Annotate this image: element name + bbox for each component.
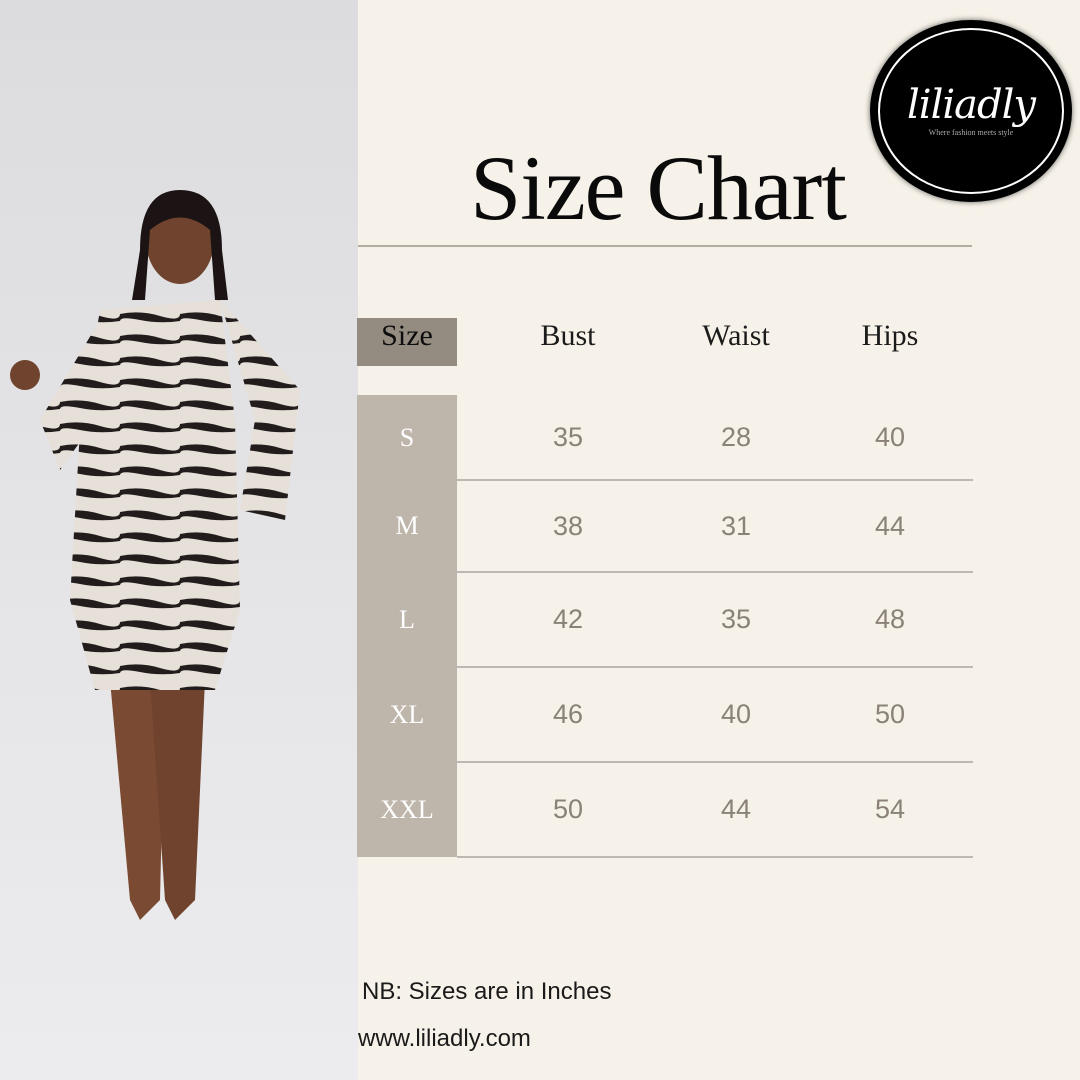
hips-value: 48 bbox=[874, 604, 906, 634]
title-divider bbox=[358, 245, 972, 247]
table-row: M 38 31 44 bbox=[357, 480, 973, 573]
measurement-note: NB: Sizes are in Inches bbox=[362, 978, 612, 1005]
waist-value: 44 bbox=[720, 794, 752, 824]
brand-logo: liliadly Where fashion meets style bbox=[870, 20, 1072, 202]
size-label: L bbox=[357, 572, 457, 667]
page-title: Size Chart bbox=[470, 137, 847, 239]
bust-value: 38 bbox=[552, 510, 584, 541]
table-row: S 35 28 40 bbox=[357, 395, 973, 481]
hips-value: 50 bbox=[874, 699, 906, 729]
hips-value: 54 bbox=[874, 794, 906, 824]
header-size: Size bbox=[357, 318, 457, 366]
header-waist: Waist bbox=[702, 319, 770, 352]
waist-value: 40 bbox=[720, 699, 752, 729]
bust-value: 35 bbox=[552, 422, 584, 452]
model-photo bbox=[0, 0, 358, 1080]
logo-tagline: Where fashion meets style bbox=[928, 128, 1014, 137]
hips-value: 44 bbox=[874, 510, 906, 541]
header-bust: Bust bbox=[540, 319, 596, 352]
logo-text: liliadly bbox=[906, 82, 1036, 128]
waist-value: 28 bbox=[720, 422, 752, 452]
row-divider bbox=[457, 761, 973, 763]
size-label: M bbox=[357, 480, 457, 572]
size-label: XXL bbox=[357, 762, 457, 857]
waist-value: 31 bbox=[720, 510, 752, 541]
row-divider bbox=[457, 856, 973, 858]
bust-value: 50 bbox=[552, 794, 584, 824]
website-link[interactable]: www.liliadly.com bbox=[358, 1025, 531, 1052]
table-row: L 42 35 48 bbox=[357, 572, 973, 668]
row-divider bbox=[457, 479, 973, 481]
row-divider bbox=[457, 666, 973, 668]
logo-ring bbox=[878, 28, 1064, 194]
row-divider bbox=[457, 571, 973, 573]
hips-value: 40 bbox=[874, 422, 906, 452]
size-label: S bbox=[357, 395, 457, 480]
size-label: XL bbox=[357, 667, 457, 762]
bust-value: 42 bbox=[552, 604, 584, 634]
table-row: XXL 50 44 54 bbox=[357, 762, 973, 858]
bust-value: 46 bbox=[552, 699, 584, 729]
header-hips: Hips bbox=[861, 319, 919, 352]
table-row: XL 46 40 50 bbox=[357, 667, 973, 763]
waist-value: 35 bbox=[720, 604, 752, 634]
